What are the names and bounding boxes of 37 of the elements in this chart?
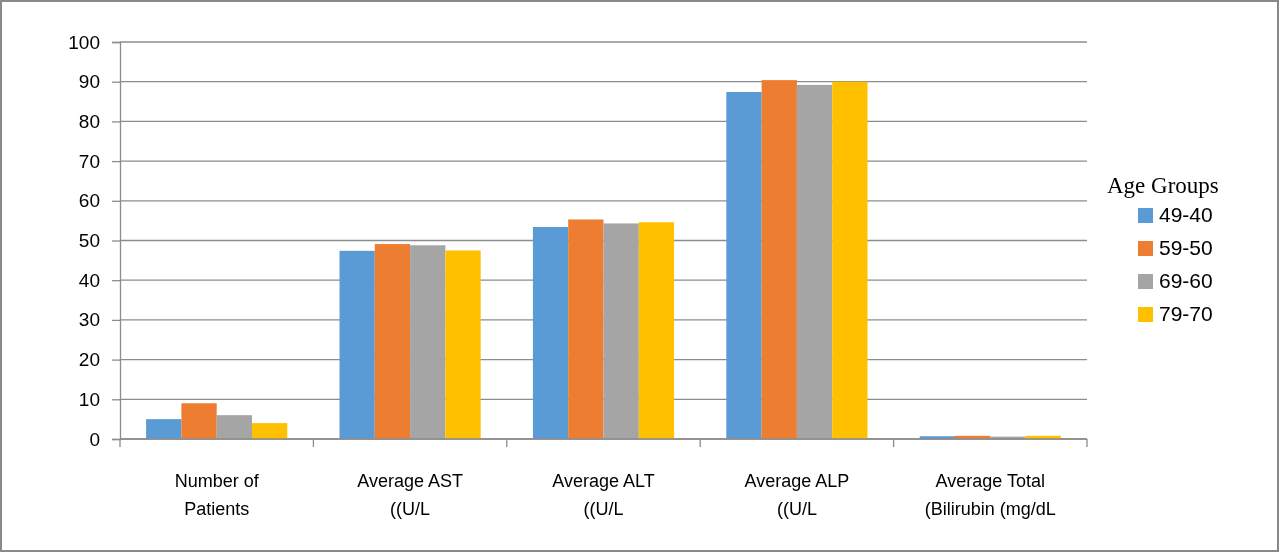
legend-label: 79-70 — [1159, 302, 1213, 325]
y-tick-label: 100 — [68, 31, 100, 53]
bar — [374, 244, 411, 439]
bar — [796, 84, 833, 439]
y-tick-label: 30 — [78, 309, 100, 331]
x-tick-label: Number of Patients — [174, 471, 260, 519]
bar — [532, 227, 569, 439]
legend-label: 69-60 — [1159, 269, 1213, 292]
x-tick-label: Average ALT ((U/L — [552, 471, 655, 519]
y-tick-label: 60 — [78, 190, 100, 212]
bar — [832, 81, 868, 439]
legend-label: 49-40 — [1159, 203, 1213, 226]
bar — [603, 223, 639, 439]
y-tick-label: 0 — [89, 428, 100, 450]
x-tick-label: Average AST ((U/L — [357, 471, 463, 519]
bar — [339, 250, 375, 439]
bar — [216, 415, 252, 439]
bar — [252, 423, 288, 439]
y-tick-label: 50 — [78, 230, 100, 252]
y-tick-label: 20 — [78, 349, 100, 371]
y-tick-label: 40 — [78, 269, 100, 291]
y-tick-label: 10 — [78, 388, 100, 410]
x-tick-label: Average Total (Bilirubin (mg/dL — [924, 471, 1056, 519]
legend-title: Age Groups — [1107, 173, 1219, 198]
y-tick-label: 80 — [78, 110, 100, 132]
bar — [638, 222, 675, 439]
legend-label: 59-50 — [1159, 236, 1213, 259]
x-tick-label: Average ALP ((U/L — [744, 471, 850, 519]
y-tick-label: 70 — [78, 150, 100, 172]
bar — [410, 245, 446, 439]
bar — [726, 92, 762, 439]
bar — [146, 419, 182, 439]
bar — [181, 403, 217, 439]
bar — [761, 80, 797, 439]
y-tick-label: 90 — [78, 71, 100, 93]
bar — [568, 219, 604, 439]
bar — [445, 250, 481, 439]
